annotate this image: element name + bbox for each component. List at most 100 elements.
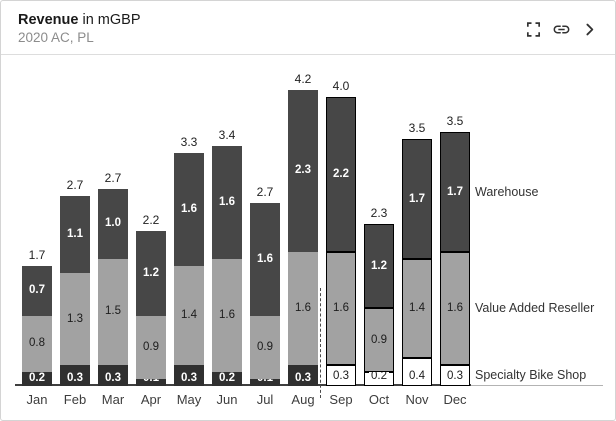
- segment-value-label: 0.2: [216, 371, 238, 385]
- x-axis-label-mar: Mar: [101, 392, 125, 407]
- segment-specialty-bike-shop[interactable]: 0.2: [364, 369, 394, 386]
- segment-value-label: 1.2: [371, 259, 387, 272]
- segment-value-added-reseller[interactable]: 1.4: [402, 259, 432, 358]
- x-axis-label-dec: Dec: [443, 392, 467, 407]
- ac-pl-separator: [320, 288, 321, 398]
- segment-warehouse[interactable]: 1.0: [98, 188, 128, 260]
- segment-specialty-bike-shop[interactable]: 0.3: [326, 364, 356, 386]
- segment-value-label: 2.3: [295, 164, 311, 177]
- segment-warehouse[interactable]: 2.2: [326, 96, 356, 253]
- total-label: 3.5: [446, 114, 464, 129]
- segment-specialty-bike-shop[interactable]: 0.3: [98, 364, 128, 386]
- title-unit: in mGBP: [82, 12, 141, 28]
- chevron-right-icon[interactable]: [580, 20, 599, 39]
- segment-value-label: 1.6: [447, 301, 463, 314]
- segment-value-label: 0.3: [64, 371, 86, 385]
- segment-warehouse[interactable]: 2.3: [288, 89, 318, 253]
- segment-value-label: 1.0: [105, 217, 121, 230]
- segment-value-added-reseller[interactable]: 1.6: [440, 252, 470, 365]
- segment-specialty-bike-shop[interactable]: 0.2: [212, 371, 242, 386]
- segment-value-added-reseller[interactable]: 1.6: [326, 252, 356, 365]
- segment-specialty-bike-shop[interactable]: 0.1: [136, 371, 166, 386]
- x-axis-label-jan: Jan: [26, 392, 48, 407]
- x-axis-line: [15, 384, 471, 386]
- title-metric: Revenue: [18, 12, 79, 28]
- legend-label-specialty-bike-shop[interactable]: Specialty Bike Shop: [475, 368, 587, 383]
- total-label: 4.2: [294, 71, 312, 86]
- link-icon[interactable]: [552, 20, 571, 39]
- segment-specialty-bike-shop[interactable]: 0.4: [402, 357, 432, 386]
- segment-value-added-reseller[interactable]: 0.9: [136, 315, 166, 379]
- segment-specialty-bike-shop[interactable]: 0.2: [22, 371, 52, 386]
- segment-value-added-reseller[interactable]: 1.6: [288, 252, 318, 365]
- x-axis-label-nov: Nov: [405, 392, 429, 407]
- segment-specialty-bike-shop[interactable]: 0.3: [440, 364, 470, 386]
- segment-value-label: 0.2: [26, 371, 48, 385]
- segment-value-label: 0.7: [29, 284, 45, 297]
- segment-warehouse[interactable]: 1.2: [364, 223, 394, 309]
- segment-value-label: 0.8: [29, 337, 45, 350]
- segment-value-label: 1.6: [219, 309, 235, 321]
- page-title: Revenue in mGBP: [18, 11, 601, 29]
- x-axis-line-extension: [471, 385, 603, 386]
- segment-specialty-bike-shop[interactable]: 0.1: [250, 371, 280, 386]
- segment-value-added-reseller[interactable]: 0.8: [22, 315, 52, 372]
- fullscreen-icon[interactable]: [524, 20, 543, 39]
- x-axis-label-aug: Aug: [291, 392, 315, 407]
- segment-specialty-bike-shop[interactable]: 0.3: [288, 364, 318, 386]
- segment-value-label: 1.7: [447, 185, 463, 198]
- segment-value-label: 1.4: [181, 309, 197, 322]
- x-axis-label-jun: Jun: [216, 392, 238, 407]
- segment-warehouse[interactable]: 1.1: [60, 195, 90, 274]
- legend-label-warehouse[interactable]: Warehouse: [475, 185, 539, 200]
- segment-warehouse[interactable]: 1.6: [250, 202, 280, 316]
- segment-warehouse[interactable]: 1.6: [212, 146, 242, 260]
- widget-header: Revenue in mGBP 2020 AC, PL: [1, 1, 615, 55]
- subtitle: 2020 AC, PL: [18, 30, 94, 45]
- segment-warehouse[interactable]: 1.7: [402, 139, 432, 260]
- total-label: 2.3: [370, 205, 388, 220]
- segment-value-label: 0.9: [371, 333, 387, 346]
- segment-value-label: 0.3: [292, 371, 314, 385]
- total-label: 4.0: [332, 78, 350, 93]
- segment-value-label: 1.5: [105, 305, 121, 318]
- x-axis-label-jul: Jul: [256, 392, 274, 407]
- segment-value-label: 0.9: [143, 340, 159, 353]
- segment-value-added-reseller[interactable]: 0.9: [364, 308, 394, 372]
- segment-warehouse[interactable]: 1.6: [174, 153, 204, 267]
- total-label: 1.7: [28, 248, 46, 263]
- total-label: 3.5: [408, 121, 426, 136]
- segment-value-label: 1.7: [409, 192, 425, 205]
- segment-value-added-reseller[interactable]: 1.3: [60, 273, 90, 365]
- segment-value-label: 1.6: [333, 301, 349, 314]
- segment-value-added-reseller[interactable]: 1.5: [98, 259, 128, 365]
- legend-label-value-added-reseller[interactable]: Value Added Reseller: [475, 301, 595, 316]
- x-axis-label-oct: Oct: [368, 392, 390, 407]
- segment-value-label: 1.2: [143, 266, 159, 279]
- segment-value-added-reseller[interactable]: 0.9: [250, 315, 280, 379]
- segment-value-label: 1.6: [295, 301, 311, 314]
- segment-specialty-bike-shop[interactable]: 0.3: [60, 364, 90, 386]
- segment-value-label: 1.6: [219, 196, 235, 209]
- header-toolbar: [524, 20, 599, 39]
- total-label: 2.7: [104, 170, 122, 185]
- total-label: 2.7: [66, 177, 84, 192]
- segment-value-label: 0.3: [331, 369, 351, 383]
- segment-value-added-reseller[interactable]: 1.4: [174, 266, 204, 365]
- x-axis-label-may: May: [176, 392, 202, 407]
- segment-value-label: 0.3: [445, 369, 465, 383]
- total-label: 2.7: [256, 184, 274, 199]
- total-label: 2.2: [142, 212, 160, 227]
- segment-value-label: 0.3: [102, 371, 124, 385]
- segment-value-added-reseller[interactable]: 1.6: [212, 259, 242, 372]
- segment-specialty-bike-shop[interactable]: 0.3: [174, 364, 204, 386]
- total-label: 3.3: [180, 135, 198, 150]
- segment-value-label: 2.2: [333, 168, 349, 181]
- segment-value-label: 1.4: [409, 301, 425, 314]
- segment-warehouse[interactable]: 1.2: [136, 230, 166, 316]
- segment-warehouse[interactable]: 0.7: [22, 266, 52, 316]
- segment-warehouse[interactable]: 1.7: [440, 132, 470, 253]
- segment-value-label: 0.3: [178, 371, 200, 385]
- segment-value-label: 0.4: [407, 369, 427, 383]
- segment-value-label: 1.6: [181, 203, 197, 216]
